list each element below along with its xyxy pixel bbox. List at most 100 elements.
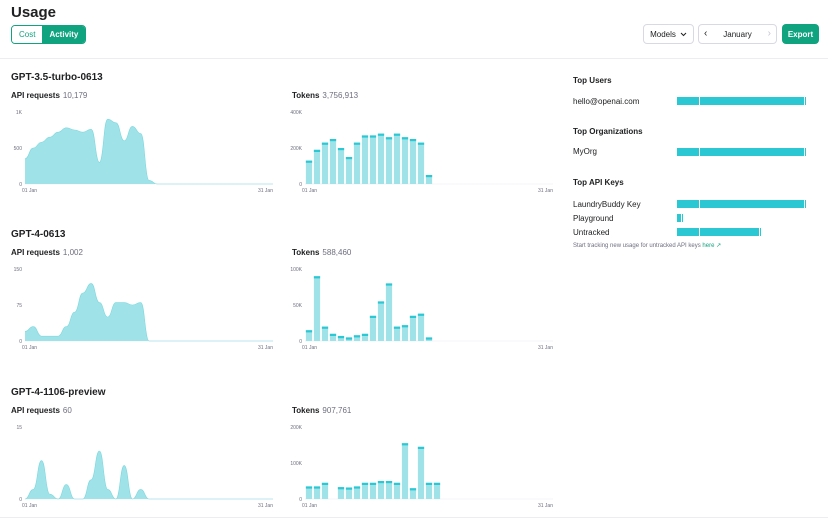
area-series-line <box>24 283 273 342</box>
x-tick-label: 31 Jan <box>258 345 273 351</box>
bar <box>409 488 417 499</box>
bar-top <box>417 446 425 449</box>
untracked-note-link[interactable]: here ↗ <box>702 243 722 249</box>
bar-divider <box>699 148 700 156</box>
export-button[interactable]: Export <box>782 24 819 44</box>
bar-top <box>321 326 329 329</box>
bar-top <box>409 139 417 142</box>
bar-top <box>385 137 393 140</box>
bar-top <box>353 142 361 145</box>
bar-divider <box>804 97 805 105</box>
bar <box>369 315 377 341</box>
y-tick-label: 0 <box>19 497 22 503</box>
y-tick-label: 500 <box>14 146 23 152</box>
tab-activity[interactable]: Activity <box>42 26 86 43</box>
y-tick-label: 200K <box>290 146 302 152</box>
bar <box>345 157 353 184</box>
x-tick-label: 01 Jan <box>302 503 317 509</box>
footer-divider <box>0 517 828 518</box>
usage-bar <box>677 214 683 222</box>
x-tick-label: 31 Jan <box>538 503 553 509</box>
y-tick-label: 100K <box>290 461 302 467</box>
bar <box>353 335 361 341</box>
requests-metric: API requests 60 <box>11 406 72 415</box>
bar-divider <box>804 200 805 208</box>
bar <box>377 481 385 499</box>
bar <box>409 315 417 341</box>
y-tick-label: 1K <box>16 110 23 116</box>
bar <box>345 487 353 499</box>
bar <box>313 149 321 184</box>
bar-top <box>393 482 401 485</box>
bar-top <box>361 333 369 336</box>
tokens-label: Tokens <box>292 248 320 257</box>
requests-metric: API requests 10,179 <box>11 91 87 100</box>
bar-top <box>393 326 401 329</box>
top-users-heading: Top Users <box>573 76 612 85</box>
bar-top <box>337 335 345 339</box>
x-tick-label: 01 Jan <box>22 345 37 351</box>
bar-top <box>313 149 321 152</box>
bar <box>417 446 425 499</box>
requests-chart: 15 001 Jan 31 Jan <box>16 425 273 509</box>
bar-divider <box>699 200 700 208</box>
requests-label: API requests <box>11 248 60 257</box>
bar <box>425 482 433 499</box>
requests-chart: 150 75 001 Jan 31 Jan <box>14 267 274 351</box>
bar-top <box>321 142 329 145</box>
bar <box>369 482 377 499</box>
requests-chart: 1K 500 001 Jan 31 Jan <box>14 110 274 194</box>
y-tick-label: 15 <box>16 425 22 431</box>
bar <box>305 486 313 499</box>
user-label: hello@openai.com <box>573 97 640 106</box>
tab-cost[interactable]: Cost <box>12 26 43 43</box>
bar-top <box>337 487 345 490</box>
y-tick-label: 0 <box>19 339 22 345</box>
tokens-label: Tokens <box>292 91 320 100</box>
bar <box>313 276 321 341</box>
untracked-note: Start tracking new usage for untracked A… <box>573 242 721 249</box>
y-tick-label: 75 <box>16 303 22 309</box>
bar <box>353 142 361 184</box>
bar <box>361 135 369 184</box>
usage-bar <box>677 200 806 208</box>
model-title: GPT-4-1106-preview <box>11 387 106 398</box>
tokens-metric: Tokens 588,460 <box>292 248 351 257</box>
bar-top <box>417 313 425 316</box>
area-series-line <box>24 450 273 500</box>
bar-divider <box>759 228 760 236</box>
chevron-down-icon <box>680 32 687 36</box>
bar-top <box>361 482 369 485</box>
bar-top <box>433 482 441 485</box>
bar-top <box>345 487 353 490</box>
bar-top <box>393 133 401 136</box>
bar-top <box>329 139 337 142</box>
bar-top <box>377 133 385 136</box>
bar <box>385 283 393 341</box>
requests-label: API requests <box>11 91 60 100</box>
requests-label: API requests <box>11 406 60 415</box>
bar-top <box>377 301 385 304</box>
usage-bar <box>677 97 806 105</box>
bar-top <box>321 482 329 485</box>
tokens-metric: Tokens 3,756,913 <box>292 91 358 100</box>
bar-top <box>337 148 345 151</box>
bar <box>417 142 425 184</box>
y-tick-label: 200K <box>290 425 302 431</box>
bar-top <box>353 486 361 489</box>
bar-top <box>425 175 433 178</box>
models-dropdown[interactable]: Models <box>643 24 694 44</box>
prev-month-icon[interactable]: ‹ <box>704 28 708 39</box>
bar-top <box>345 337 353 340</box>
bar-top <box>401 325 409 328</box>
requests-total: 60 <box>62 406 72 415</box>
bar-top <box>353 335 361 338</box>
bar-top <box>313 486 321 489</box>
bar <box>337 487 345 499</box>
bar-top <box>385 481 393 484</box>
y-tick-label: 0 <box>299 497 302 503</box>
bar <box>417 313 425 341</box>
month-label: January <box>723 29 752 39</box>
bar-divider <box>681 214 682 222</box>
next-month-icon[interactable]: › <box>767 28 771 39</box>
